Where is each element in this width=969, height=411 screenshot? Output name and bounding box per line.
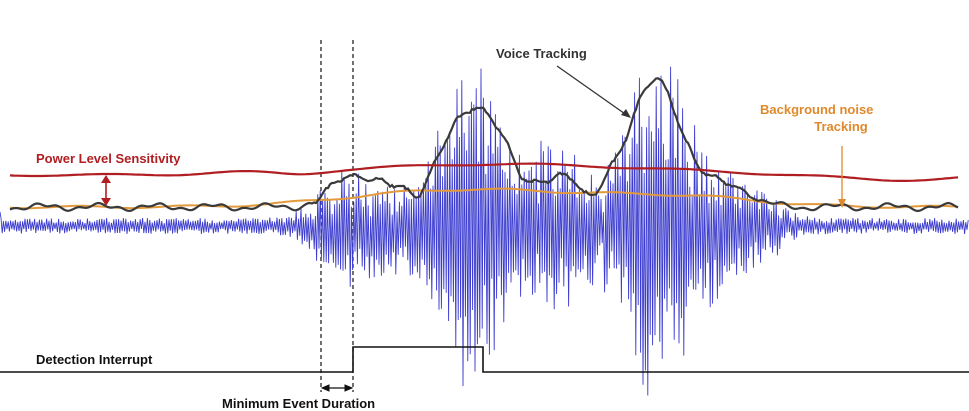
voice-tracking-pointer-head xyxy=(621,109,631,118)
background-noise-pointer-head xyxy=(838,199,846,208)
detection-interrupt-label: Detection Interrupt xyxy=(36,352,153,367)
min-event-duration-arrow xyxy=(320,384,354,392)
power-level-offset-arrow xyxy=(101,175,111,206)
power-level-sensitivity-label: Power Level Sensitivity xyxy=(36,151,181,166)
detection-interrupt-signal xyxy=(0,346,969,373)
voice-tracking-envelope xyxy=(9,77,959,213)
voice-tracking-label: Voice Tracking xyxy=(496,46,587,61)
audio-waveform xyxy=(0,66,969,396)
minimum-event-duration-label: Minimum Event Duration xyxy=(222,396,375,411)
power-level-sensitivity-line xyxy=(9,162,959,182)
background-noise-label: Background noise xyxy=(760,102,873,117)
background-noise-label-line2: Tracking xyxy=(814,119,868,134)
voice-tracking-pointer xyxy=(556,65,629,117)
